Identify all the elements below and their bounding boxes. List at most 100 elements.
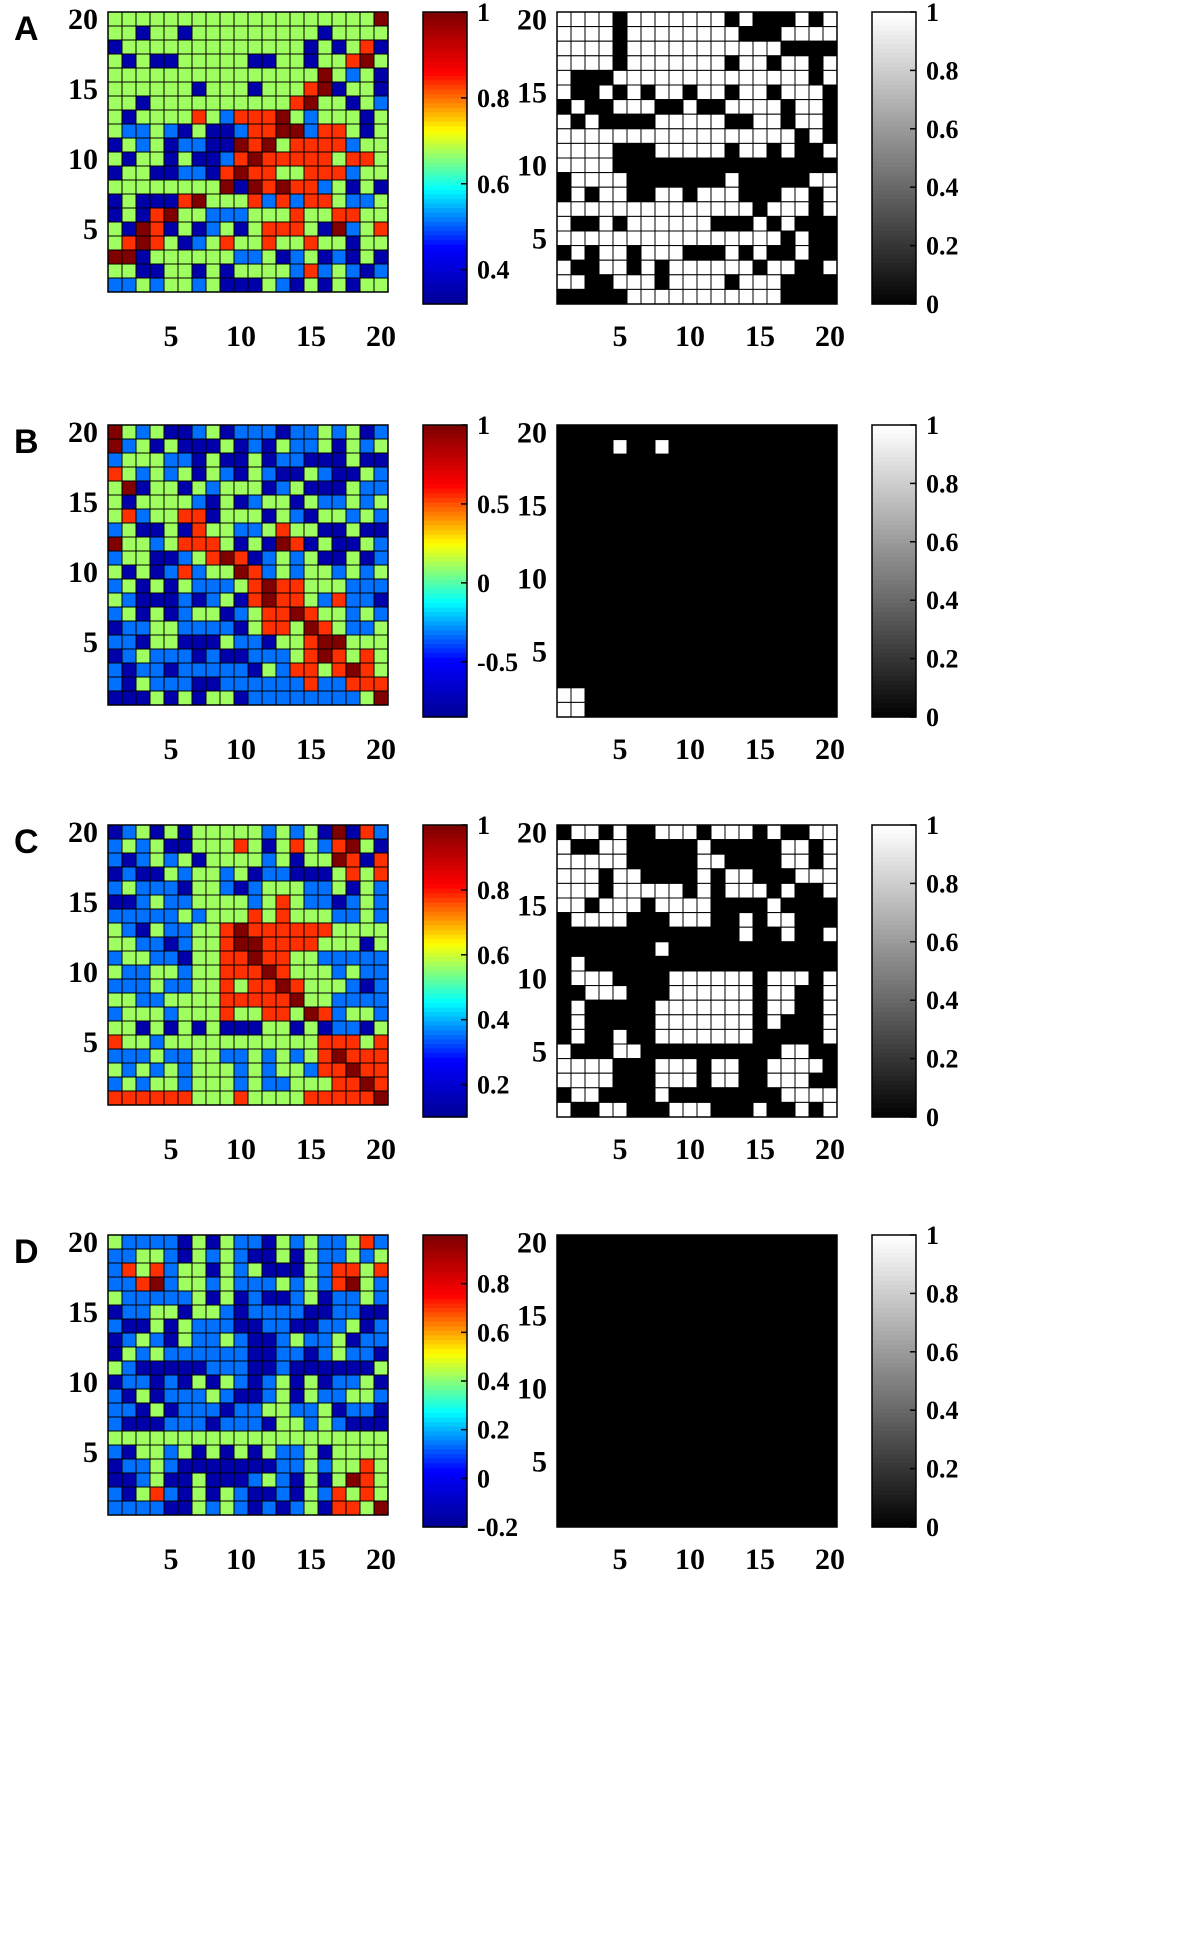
heatmap-cell [163, 936, 179, 952]
heatmap-cell [373, 466, 389, 482]
binary-cell [780, 1395, 796, 1411]
heatmap-cell [345, 1076, 361, 1092]
heatmap-cell [121, 137, 137, 153]
heatmap-cell [177, 1062, 193, 1078]
binary-cell [598, 687, 614, 703]
binary-cell [808, 288, 824, 305]
heatmap-cell [359, 263, 375, 279]
heatmap-cell [275, 39, 291, 55]
binary-cell [738, 999, 754, 1016]
binary-cell [696, 1511, 712, 1528]
colorbar-segment [872, 1107, 916, 1114]
heatmap-cell [191, 866, 207, 882]
binary-cell [626, 497, 642, 514]
binary-cell [584, 84, 600, 101]
heatmap-cell [289, 550, 305, 566]
binary-cell [794, 1278, 810, 1294]
binary-cell [808, 201, 824, 217]
heatmap-cell [107, 452, 123, 468]
binary-cell [598, 482, 614, 499]
binary-cell [612, 1043, 628, 1060]
binary-cell [822, 912, 838, 928]
heatmap-cell [191, 1234, 207, 1250]
binary-cell [724, 570, 740, 587]
binary-cell [724, 274, 740, 290]
colorbar-segment [872, 957, 916, 963]
colorbar-segment [872, 870, 916, 876]
heatmap-cell [331, 1062, 347, 1078]
heatmap-cell [373, 165, 389, 181]
binary-cell [556, 985, 572, 1001]
binary-cell [626, 1468, 642, 1484]
binary-cell [626, 941, 642, 957]
heatmap-cell [219, 1374, 235, 1390]
heatmap-cell [191, 165, 207, 181]
binary-cell [808, 1351, 824, 1367]
colorbar-segment [872, 534, 916, 540]
heatmap-cell [373, 438, 389, 454]
heatmap-cell [289, 1062, 305, 1078]
heatmap-cell [275, 964, 291, 980]
binary-cell [626, 172, 642, 188]
heatmap-cell [149, 1416, 165, 1432]
heatmap-cell [135, 1006, 151, 1022]
heatmap-cell [303, 1486, 319, 1502]
heatmap-cell [247, 277, 263, 293]
binary-cell [626, 40, 642, 57]
colorbar-segment [872, 1335, 916, 1341]
binary-cell [696, 186, 712, 203]
heatmap-cell [289, 11, 305, 27]
binary-cell [626, 541, 642, 557]
heatmap-cell [359, 634, 375, 650]
binary-cell [808, 1043, 824, 1060]
heatmap-cell [219, 838, 235, 854]
heatmap-cell [303, 438, 319, 454]
colorbar-segment [872, 866, 916, 872]
binary-cell [710, 201, 726, 217]
heatmap-cell [163, 894, 179, 910]
heatmap-cell [261, 1388, 277, 1404]
heatmap-cell [317, 1290, 333, 1306]
colorbar-segment [872, 162, 916, 168]
heatmap-cell [191, 1374, 207, 1390]
colorbar-segment [423, 939, 467, 945]
binary-cell [626, 424, 642, 441]
heatmap-cell [275, 936, 291, 952]
colorbar-segment [872, 121, 916, 127]
binary-cell [584, 128, 600, 144]
heatmap-cell [359, 922, 375, 938]
colorbar-segment [423, 856, 467, 863]
binary-cell [724, 172, 740, 188]
binary-cell [556, 1453, 572, 1470]
colorbar-segment [872, 199, 916, 205]
binary-cell [654, 643, 670, 660]
heatmap-cell [121, 1020, 137, 1036]
binary-cell [556, 1365, 572, 1382]
binary-cell [766, 1497, 782, 1513]
binary-cell [584, 658, 600, 674]
binary-cell [724, 555, 740, 572]
binary-cell [612, 215, 628, 232]
heatmap-cell [247, 1346, 263, 1362]
colorbar-segment [872, 916, 916, 922]
heatmap-cell [205, 1430, 221, 1446]
colorbar-tick-label: 0.2 [477, 1071, 510, 1100]
heatmap-cell [289, 1076, 305, 1092]
heatmap-cell [121, 424, 137, 440]
heatmap-cell [233, 620, 249, 636]
heatmap-cell [373, 137, 389, 153]
heatmap-cell [261, 880, 277, 896]
heatmap-cell [359, 1062, 375, 1078]
binary-cell [794, 1409, 810, 1426]
colorbar-segment [872, 443, 916, 449]
heatmap-cell [163, 1006, 179, 1022]
binary-cell [598, 526, 614, 543]
binary-cell [738, 1278, 754, 1294]
binary-cell [724, 1249, 740, 1265]
heatmap-cell [233, 564, 249, 580]
binary-cell [570, 1322, 586, 1338]
heatmap-cell [261, 1444, 277, 1460]
heatmap-cell [359, 1444, 375, 1460]
heatmap-cell [317, 424, 333, 440]
heatmap-cell [373, 1346, 389, 1362]
